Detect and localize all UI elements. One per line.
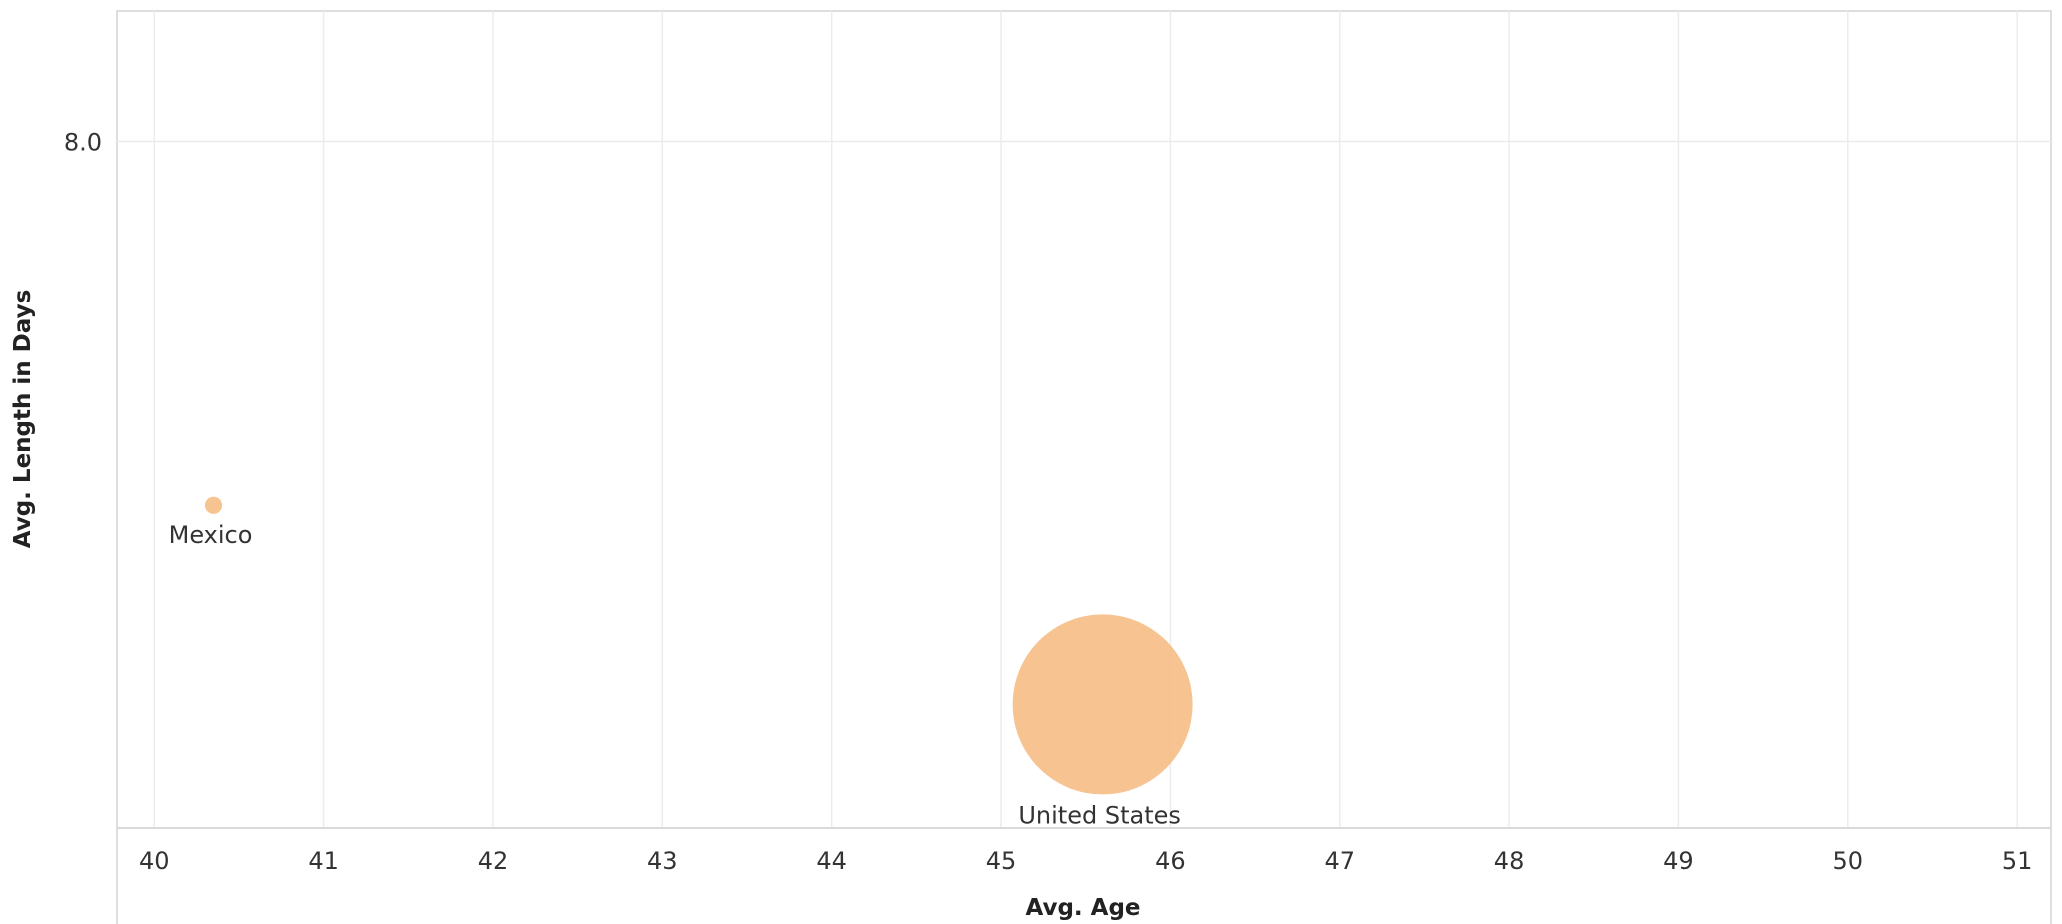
x-tick-label: 40 [139,847,170,875]
x-tick-label: 50 [1833,847,1864,875]
bubble-label-mexico: Mexico [169,521,253,549]
x-tick-label: 51 [2002,847,2033,875]
x-tick-label: 46 [1155,847,1186,875]
bubble-mexico[interactable] [205,497,222,514]
x-tick-label: 47 [1324,847,1355,875]
y-axis-title: Avg. Length in Days [10,290,36,549]
x-tick-label: 45 [986,847,1017,875]
x-axis-title: Avg. Age [1025,895,1140,921]
x-tick-label: 48 [1494,847,1525,875]
x-tick-label: 42 [478,847,509,875]
x-tick-label: 41 [308,847,339,875]
y-tick-labels: 8.0 [64,128,102,156]
bubble-united-states[interactable] [1013,614,1193,794]
x-tick-label: 44 [816,847,847,875]
x-tick-label: 49 [1663,847,1694,875]
y-tick-label: 8.0 [64,128,102,156]
bubble-label-united-states: United States [1018,801,1181,829]
x-tick-label: 43 [647,847,678,875]
x-tick-labels: 40 41 42 43 44 45 46 47 48 49 50 51 [139,847,2032,875]
